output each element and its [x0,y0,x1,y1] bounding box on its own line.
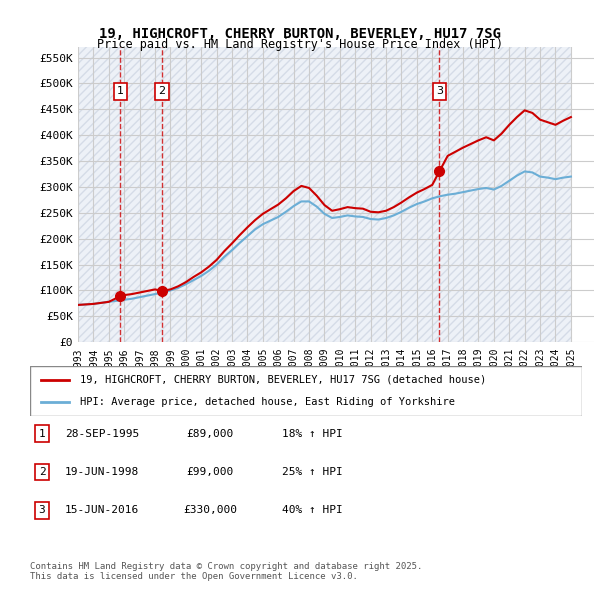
Text: 19-JUN-1998: 19-JUN-1998 [65,467,139,477]
Text: 3: 3 [436,87,443,96]
Text: HPI: Average price, detached house, East Riding of Yorkshire: HPI: Average price, detached house, East… [80,397,455,407]
Text: 3: 3 [38,506,46,515]
Text: 2: 2 [158,87,166,96]
Text: Contains HM Land Registry data © Crown copyright and database right 2025.
This d: Contains HM Land Registry data © Crown c… [30,562,422,581]
Text: 19, HIGHCROFT, CHERRY BURTON, BEVERLEY, HU17 7SG (detached house): 19, HIGHCROFT, CHERRY BURTON, BEVERLEY, … [80,375,486,385]
Text: £89,000: £89,000 [187,429,233,438]
Text: 28-SEP-1995: 28-SEP-1995 [65,429,139,438]
Text: £99,000: £99,000 [187,467,233,477]
Text: 1: 1 [117,87,124,96]
Text: Price paid vs. HM Land Registry's House Price Index (HPI): Price paid vs. HM Land Registry's House … [97,38,503,51]
Text: 19, HIGHCROFT, CHERRY BURTON, BEVERLEY, HU17 7SG: 19, HIGHCROFT, CHERRY BURTON, BEVERLEY, … [99,27,501,41]
Text: 15-JUN-2016: 15-JUN-2016 [65,506,139,515]
Text: £330,000: £330,000 [183,506,237,515]
Text: 1: 1 [38,429,46,438]
Text: 18% ↑ HPI: 18% ↑ HPI [281,429,343,438]
Text: 40% ↑ HPI: 40% ↑ HPI [281,506,343,515]
Text: 25% ↑ HPI: 25% ↑ HPI [281,467,343,477]
Text: 2: 2 [38,467,46,477]
